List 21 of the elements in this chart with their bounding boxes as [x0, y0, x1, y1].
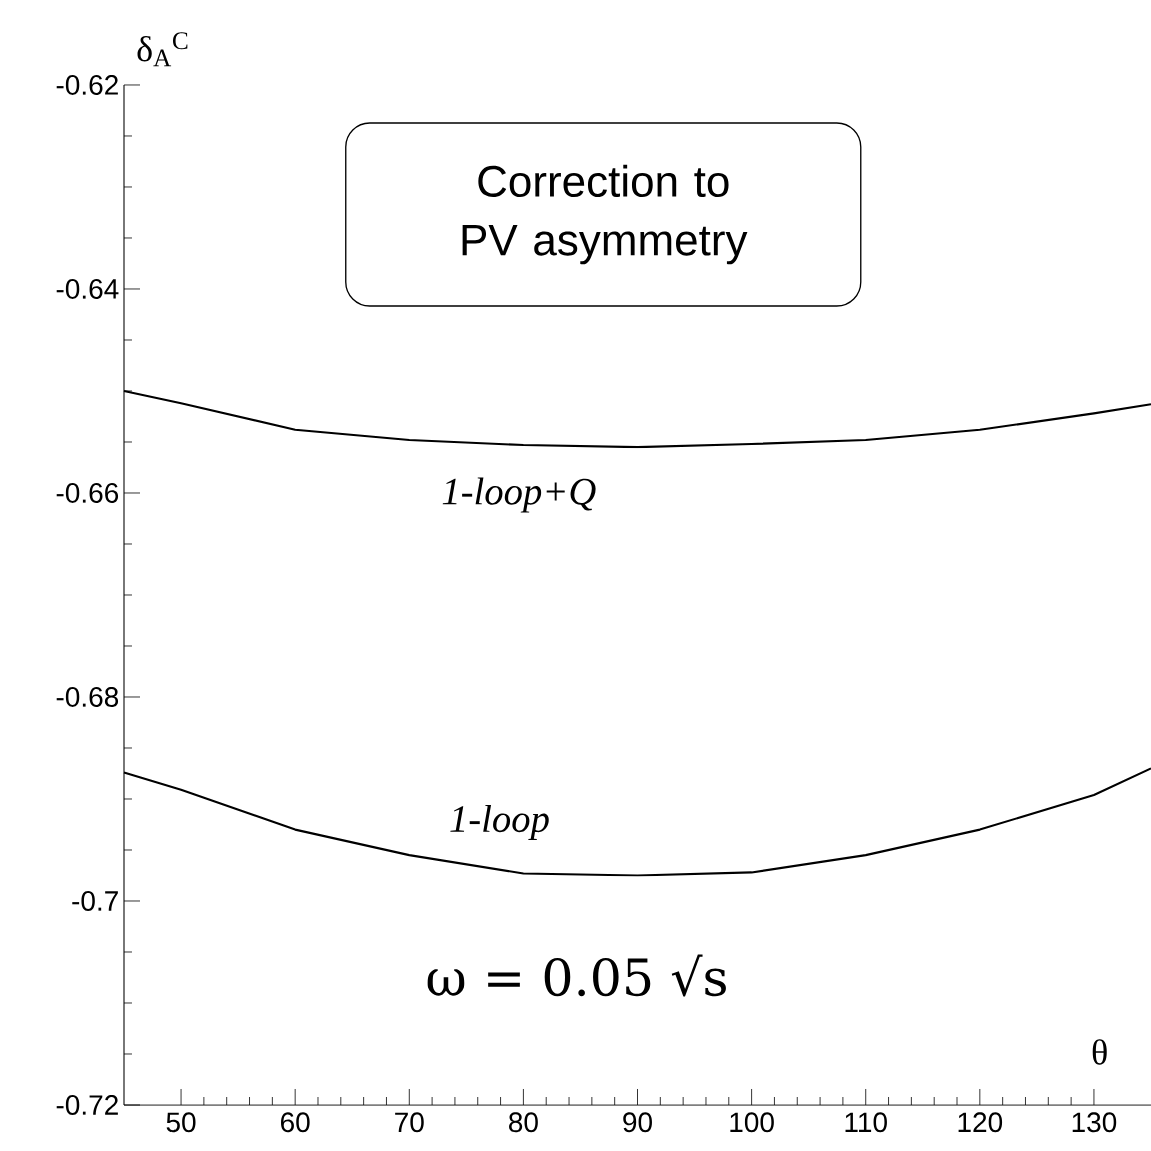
- y-axis-title: δ$_{A}$C: [137, 32, 188, 67]
- series-label: 1-loop+Q: [442, 477, 596, 513]
- annotation: ω = 0.05 √s: [427, 954, 726, 997]
- annotation: Correction to PV asymmetry: [462, 164, 748, 265]
- series-label: 1-loop: [450, 804, 549, 840]
- y-tick-label: -0.64: [56, 279, 119, 299]
- y-tick-label: -0.68: [56, 687, 119, 707]
- x-tick-label: 80: [509, 1112, 538, 1133]
- x-tick-label: 60: [281, 1112, 310, 1133]
- x-tick-label: 110: [845, 1112, 887, 1133]
- x-tick-label: 120: [958, 1112, 1003, 1133]
- x-tick-label: 70: [395, 1112, 424, 1133]
- y-tick-label: -0.66: [56, 483, 119, 503]
- x-tick-label: 50: [166, 1112, 196, 1133]
- y-tick-label: -0.7: [72, 891, 118, 911]
- x-tick-label: 90: [623, 1112, 652, 1133]
- y-tick-label: -0.72: [56, 1095, 118, 1115]
- x-tick-label: 100: [730, 1112, 774, 1133]
- x-tick-label: 130: [1072, 1112, 1117, 1133]
- x-axis-title: θ: [1092, 1039, 1107, 1065]
- y-tick-label: -0.62: [56, 75, 118, 95]
